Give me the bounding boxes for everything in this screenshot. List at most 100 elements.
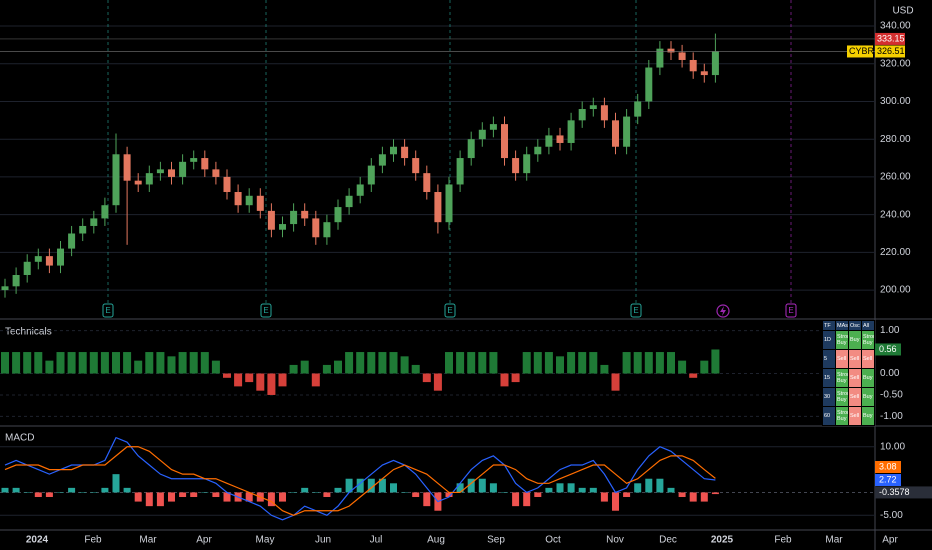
histogram-bar (478, 478, 486, 493)
histogram-bar (545, 487, 553, 493)
event-badge (102, 303, 114, 318)
histogram-bar (57, 492, 64, 493)
histogram-bar (412, 492, 420, 498)
technicals-bar (189, 352, 198, 374)
technicals-bar (445, 352, 453, 374)
histogram-bar (390, 483, 397, 493)
technicals-bar (223, 373, 231, 378)
histogram-bar (34, 492, 42, 498)
candle-body (623, 116, 631, 147)
x-tick-label: May (256, 535, 275, 546)
table-cell: 1D (822, 330, 836, 350)
technicals-bar (600, 364, 609, 374)
table-cell: Buy (861, 368, 875, 388)
candle-body (123, 154, 131, 181)
technicals-bar (67, 352, 76, 374)
technicals-bar (311, 373, 320, 387)
table-cell: 30 (822, 387, 836, 407)
technicals-bar (134, 360, 143, 374)
y-tick-label: 300.00 (880, 96, 911, 107)
technicals-bar (589, 352, 598, 374)
candle-body (378, 154, 386, 166)
histogram-bar (279, 492, 286, 502)
candle-body (700, 71, 708, 76)
table-cell: Sell (861, 349, 875, 369)
x-tick-label: Apr (882, 535, 898, 546)
table-cell: 5 (822, 349, 836, 369)
technicals-bar (433, 373, 442, 391)
candle-body (489, 124, 497, 130)
histogram-bar (534, 492, 542, 498)
table-cell: Buy (861, 387, 875, 407)
candle-body (445, 184, 453, 223)
y-tick-label: 320.00 (880, 58, 911, 69)
candle-body (223, 176, 231, 193)
candle-body (34, 256, 42, 262)
y-tick-label: 220.00 (880, 247, 911, 258)
last-value: 2.72 (879, 474, 897, 484)
x-tick-label: Jul (370, 535, 383, 546)
candle-body (90, 218, 98, 226)
symbol-box (847, 45, 873, 58)
candle-body (634, 101, 642, 117)
symbol: CYBR (849, 46, 875, 56)
candle-body (312, 218, 320, 238)
x-tick-label: 2024 (26, 535, 49, 546)
technicals-bar (522, 352, 531, 374)
x-tick-label: 2025 (711, 535, 734, 546)
technicals-bar (78, 352, 87, 374)
table-cell: Sell (835, 349, 849, 369)
technicals-bar (422, 373, 431, 383)
candle-body (323, 222, 331, 238)
histogram-bar (290, 492, 298, 493)
candle-body (600, 105, 608, 121)
histogram-bar (700, 492, 708, 502)
histogram-bar (345, 478, 353, 493)
x-tick-label: Oct (545, 535, 561, 546)
technicals-bar (500, 373, 509, 387)
technicals-bar (622, 352, 631, 374)
technicals-bar (56, 352, 65, 374)
histogram-bar (245, 492, 253, 502)
candle-body (345, 195, 353, 208)
candle-body (79, 225, 87, 234)
histogram-bar (23, 492, 31, 493)
table-row: 1DStrong BuyBuyStrong Buy (822, 330, 875, 350)
histogram-bar (667, 487, 675, 493)
x-tick-label: Aug (427, 535, 445, 546)
y-tick-label: -0.50 (880, 390, 903, 401)
histogram-bar (523, 492, 531, 507)
histogram-bar (423, 492, 431, 507)
histogram-bar (512, 492, 520, 507)
event-label: E (447, 306, 452, 315)
histogram-bar (68, 487, 76, 493)
last-price: 326.51 (877, 46, 905, 56)
candle-body (434, 192, 442, 223)
technicals-bar (23, 352, 32, 374)
histogram-bar (600, 492, 608, 502)
candle-body (401, 146, 409, 159)
candle-body (245, 195, 253, 206)
histogram-bar (645, 478, 653, 493)
candle-body (112, 154, 120, 206)
event-label: E (633, 306, 638, 315)
candle-body (667, 48, 675, 53)
histogram-bar (623, 492, 631, 498)
technicals-bar (200, 352, 209, 374)
candle-body (101, 205, 109, 219)
technicals-bar (345, 352, 354, 374)
technicals-bar (156, 352, 165, 374)
y-tick-label: 200.00 (880, 285, 911, 296)
candle-body (179, 161, 187, 177)
histogram-bar (401, 492, 409, 493)
technicals-bar (644, 352, 653, 374)
histogram-bar (223, 492, 231, 502)
y-tick-label: 10.00 (880, 441, 905, 452)
technicals-bar (178, 352, 187, 374)
y-tick-label: 1.00 (880, 325, 900, 336)
table-cell: 15 (822, 368, 836, 388)
x-tick-label: Nov (606, 535, 624, 546)
candle-body (412, 158, 420, 174)
